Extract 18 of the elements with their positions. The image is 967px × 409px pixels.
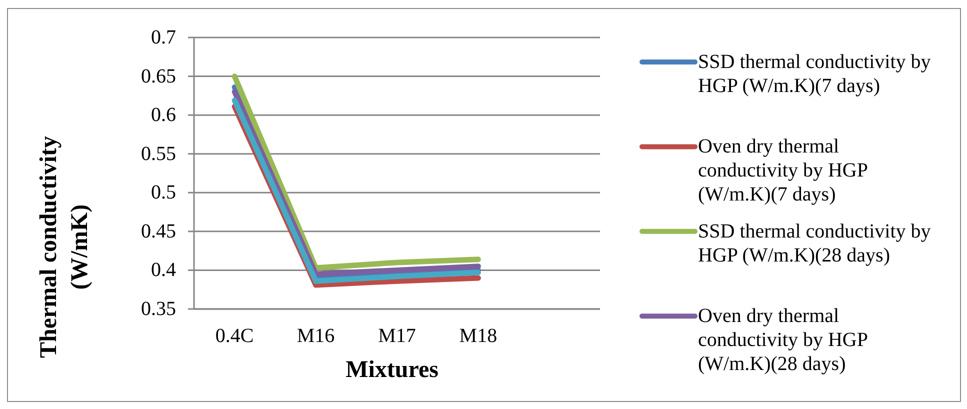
y-axis-title: Thermal conductivity (W/mK) — [36, 136, 93, 358]
y-tick-label: 0.55 — [141, 142, 176, 165]
legend-label: SSD thermal conductivity by HGP (W/m.K)(28 days) — [698, 220, 931, 266]
y-tick-label: 0.35 — [141, 298, 176, 320]
y-tick-label: 0.4 — [151, 259, 176, 282]
y-tick-label: 0.7 — [151, 26, 176, 48]
legend-label: Oven dry thermal conductivity by HGP (W/m.K)(7 days) — [698, 136, 868, 206]
x-tick-label: M16 — [296, 325, 335, 347]
y-tick-label: 0.5 — [151, 182, 176, 204]
y-tick-label: 0.45 — [141, 220, 176, 242]
y-tick-label: 0.6 — [151, 104, 176, 126]
x-tick-label: M17 — [378, 325, 416, 347]
x-tick-label: M18 — [459, 325, 498, 347]
x-axis-title: Mixtures — [346, 357, 438, 383]
y-tick-label: 0.65 — [141, 65, 176, 88]
x-tick-label: 0.4C — [215, 325, 254, 347]
legend-label: SSD thermal conductivity by HGP (W/m.K)(7 days) — [698, 51, 931, 97]
legend-label: Oven dry thermal conductivity by HGP (W/m.K)(28 days) — [698, 305, 868, 376]
